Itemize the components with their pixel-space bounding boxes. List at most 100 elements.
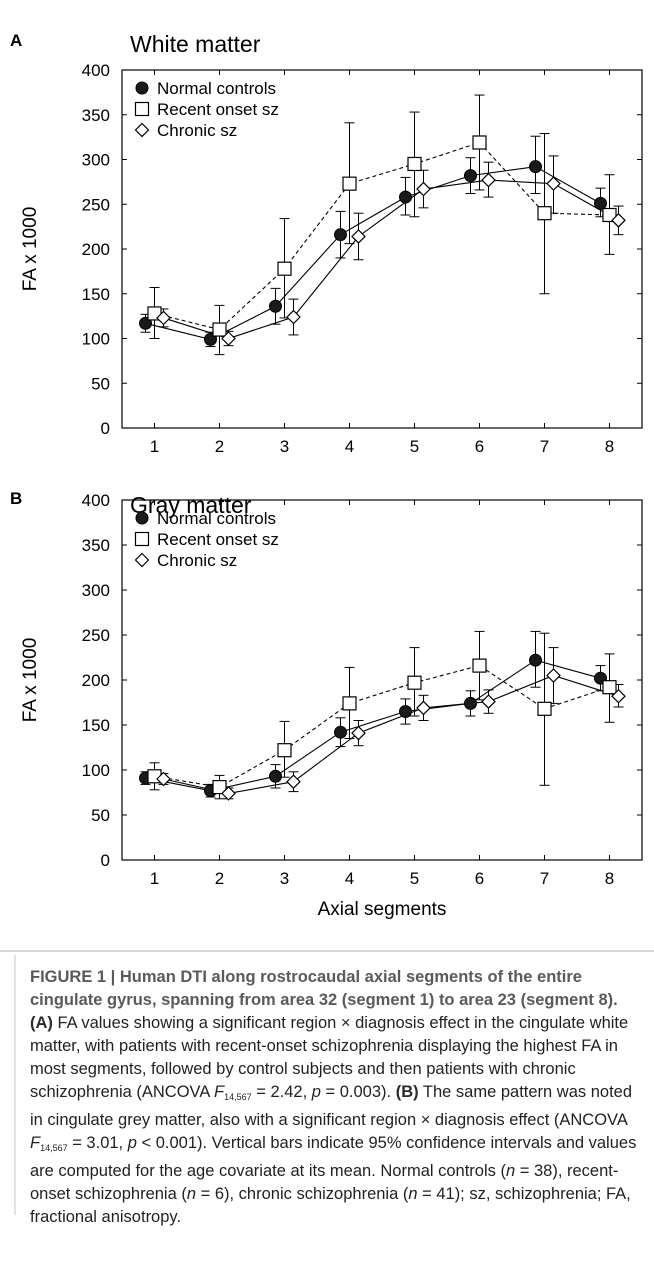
caption-text-b1: The same pattern was noted in cingulate … <box>30 1083 633 1129</box>
data-point <box>269 299 282 313</box>
figure-caption: FIGURE 1 | Human DTI along rostrocaudal … <box>30 966 642 1229</box>
data-point <box>286 774 301 790</box>
caption-p-symbol-b: p <box>127 1134 137 1152</box>
x-tick-label: 2 <box>215 437 224 456</box>
data-point <box>221 786 236 801</box>
caption-n-symbol-2: n <box>186 1185 197 1203</box>
legend-label: Chronic sz <box>157 121 237 140</box>
data-point <box>537 206 552 221</box>
x-tick-label: 3 <box>280 437 289 456</box>
data-point <box>537 701 552 716</box>
caption-divider <box>0 950 654 952</box>
series-line <box>163 179 619 340</box>
caption-text-b4: = 38), recent-onset schizophrenia ( <box>30 1162 619 1203</box>
legend-marker <box>135 81 149 95</box>
caption-f-symbol-a: F <box>214 1083 225 1101</box>
x-tick-label: 5 <box>410 437 419 456</box>
data-point <box>212 779 227 795</box>
y-tick-label: 50 <box>91 374 110 393</box>
x-tick-label: 4 <box>345 869 354 888</box>
panel-letter: A <box>10 31 22 50</box>
data-point <box>602 680 617 695</box>
legend-label: Chronic sz <box>157 551 237 570</box>
x-tick-label: 5 <box>410 869 419 888</box>
data-point <box>611 213 626 228</box>
caption-text-a1: FA values showing a significant region ×… <box>30 1014 629 1101</box>
data-point <box>399 705 412 718</box>
caption-text-b5: = 6), chronic schizophrenia ( <box>196 1185 409 1203</box>
data-point <box>334 228 347 242</box>
legend-marker <box>134 122 150 138</box>
x-tick-label: 7 <box>540 869 549 888</box>
data-point <box>342 176 357 191</box>
legend-marker <box>135 511 149 525</box>
data-point <box>464 169 477 183</box>
data-point <box>407 675 422 690</box>
data-point <box>334 725 347 739</box>
data-point <box>212 322 227 337</box>
y-tick-label: 250 <box>82 626 110 645</box>
y-tick-label: 0 <box>101 851 110 870</box>
x-tick-label: 6 <box>475 869 484 888</box>
legend-label: Normal controls <box>157 509 276 528</box>
data-point <box>351 725 366 741</box>
y-tick-label: 250 <box>82 195 110 214</box>
y-tick-label: 300 <box>82 151 110 170</box>
x-tick-label: 4 <box>345 437 354 456</box>
series-line <box>163 674 619 794</box>
data-point <box>472 658 487 673</box>
x-tick-label: 7 <box>540 437 549 456</box>
y-axis-label: FA x 1000 <box>20 638 41 723</box>
y-tick-label: 400 <box>82 61 110 80</box>
caption-title: FIGURE 1 | Human DTI along rostrocaudal … <box>30 968 618 1009</box>
chart-title: Gray matter <box>130 492 252 518</box>
y-tick-label: 300 <box>82 581 110 600</box>
data-point <box>156 771 171 787</box>
x-tick-label: 6 <box>475 437 484 456</box>
data-point <box>611 688 626 704</box>
caption-ref-b: (B) <box>395 1083 419 1101</box>
chart-title: White matter <box>130 31 261 57</box>
chart-panel-b: B Gray matter 0 50 100 150 200 250 300 350 400 1 2 3 4… <box>10 489 643 920</box>
data-point <box>277 743 292 758</box>
data-point <box>286 309 301 325</box>
x-tick-label: 2 <box>215 869 224 888</box>
x-tick-label: 3 <box>280 869 289 888</box>
data-point <box>342 696 357 711</box>
legend-marker <box>134 101 150 117</box>
y-tick-label: 150 <box>82 716 110 735</box>
caption-n-symbol-3: n <box>408 1185 418 1203</box>
data-point <box>407 156 422 172</box>
data-point <box>277 261 292 276</box>
x-tick-label: 1 <box>150 437 159 456</box>
x-tick-label: 1 <box>150 869 159 888</box>
caption-text-b6: = 41); sz, schizophrenia; FA, fractional… <box>30 1185 631 1226</box>
x-tick-label: 8 <box>605 437 614 456</box>
legend-label: Normal controls <box>157 79 276 98</box>
caption-f-df-b: 14,567 <box>40 1143 68 1153</box>
series-line <box>154 141 610 331</box>
x-tick-label: 8 <box>605 869 614 888</box>
legend-marker <box>134 531 150 547</box>
caption-text-a2: = 2.42, <box>251 1083 312 1101</box>
panel-letter: B <box>10 489 22 508</box>
chart-panel-a: A White matter 0 50 100 150 200 250 300 350 400 1 2 3… <box>10 31 643 456</box>
data-point <box>602 207 617 223</box>
x-axis-label: Axial segments <box>318 899 447 920</box>
y-tick-label: 200 <box>82 671 110 690</box>
caption-text-b3: < 0.001). Vertical bars indicate 95% con… <box>30 1134 637 1180</box>
data-point <box>269 769 282 783</box>
y-tick-label: 100 <box>82 330 110 349</box>
caption-p-symbol-a: p <box>311 1083 321 1101</box>
y-axis-label: FA x 1000 <box>20 207 41 292</box>
caption-n-symbol-1: n <box>505 1162 516 1180</box>
data-point <box>472 135 487 150</box>
data-point <box>529 653 542 667</box>
caption-f-df-a: 14,567 <box>224 1092 252 1102</box>
data-point <box>221 331 236 346</box>
data-point <box>481 172 496 188</box>
data-point <box>399 190 412 204</box>
data-point <box>464 696 477 710</box>
caption-side-rule <box>14 955 16 1215</box>
